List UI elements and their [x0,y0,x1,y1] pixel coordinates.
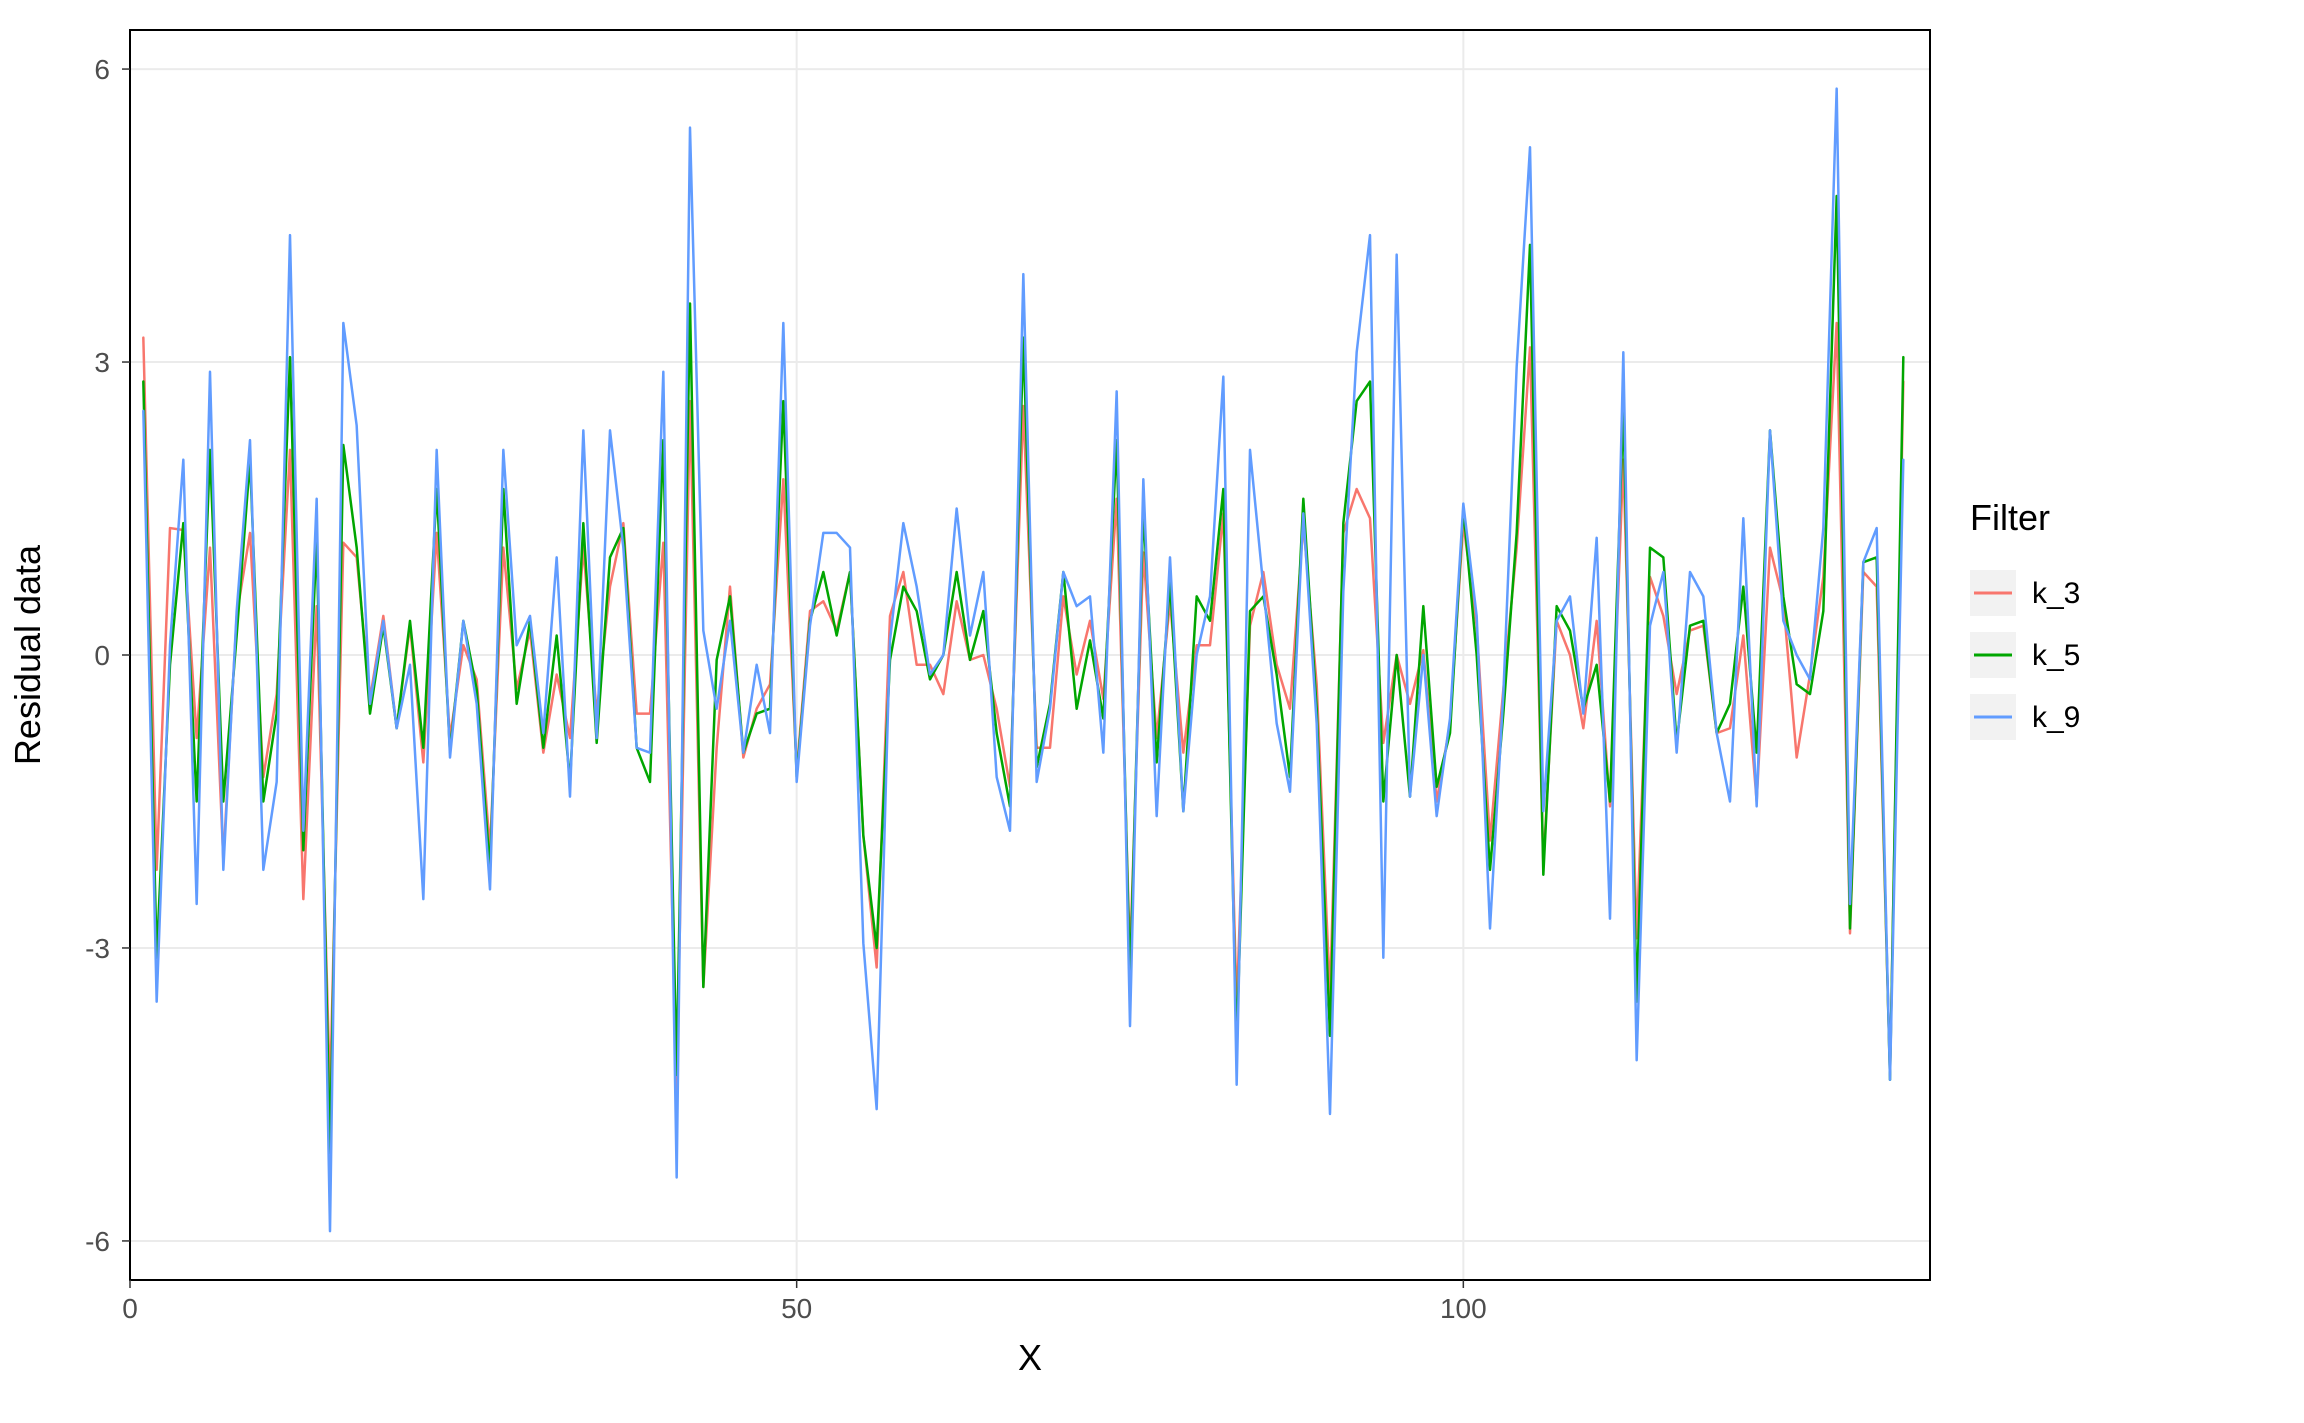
legend-item-label: k_5 [2032,639,2080,672]
legend-item-label: k_9 [2032,701,2080,734]
y-tick-label: -3 [85,933,110,964]
legend-title: Filter [1970,497,2050,538]
y-tick-label: -6 [85,1226,110,1257]
chart-container: { "chart": { "type": "line", "width": 23… [0,0,2304,1423]
residual-line-chart: 0 50 100 -6 -3 0 3 6 X Residual data Filter k_3 k_5k… [0,0,2304,1423]
x-tick-label: 50 [781,1293,812,1324]
y-tick-label: 3 [94,347,110,378]
legend-item-label: k_3 [2032,577,2080,610]
x-axis-label: X [1018,1337,1042,1378]
y-tick-label: 6 [94,54,110,85]
x-tick-label: 100 [1440,1293,1487,1324]
x-tick-label: 0 [122,1293,138,1324]
y-axis-label: Residual data [7,544,48,765]
y-tick-label: 0 [94,640,110,671]
